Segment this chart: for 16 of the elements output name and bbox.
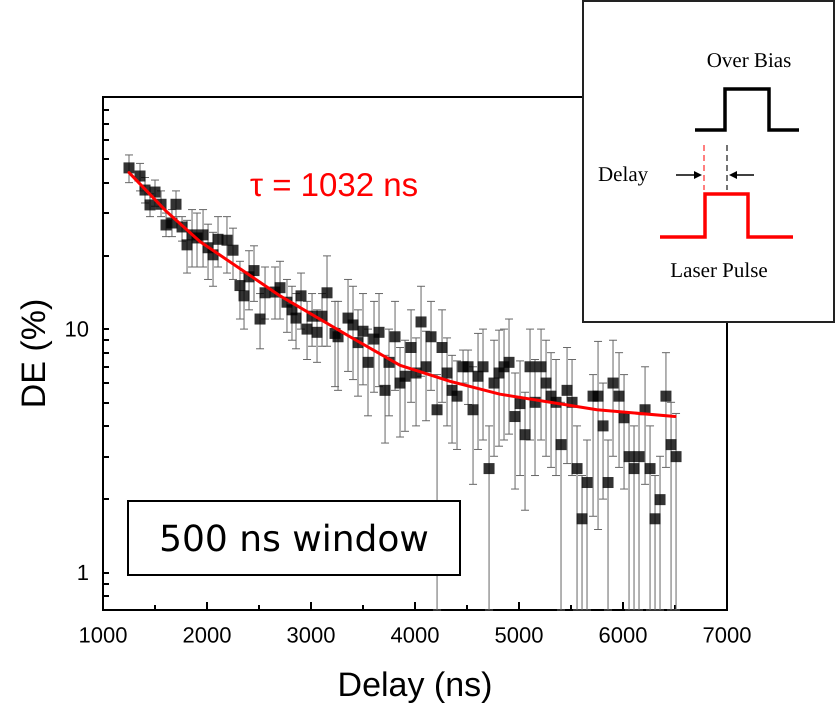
y-tick-label: 10 [64,316,89,342]
x-tick-label: 4000 [390,622,440,648]
x-axis-title: Delay (ns) [338,666,492,704]
y-axis-title: DE (%) [15,298,53,408]
x-tick-label: 5000 [494,622,544,648]
x-tick-label: 6000 [598,622,648,648]
x-tick-label: 2000 [182,622,232,648]
annotation: 500 ns window [127,500,461,576]
x-tick-label: 3000 [286,622,336,648]
x-tick-label: 1000 [78,622,128,648]
x-tick-label: 7000 [702,622,752,648]
annotation: Delay [598,162,648,187]
annotation: τ = 1032 ns [250,166,418,204]
annotation: Laser Pulse [669,258,769,283]
y-tick-label: 1 [76,560,89,585]
text: Over Bias [706,48,792,72]
